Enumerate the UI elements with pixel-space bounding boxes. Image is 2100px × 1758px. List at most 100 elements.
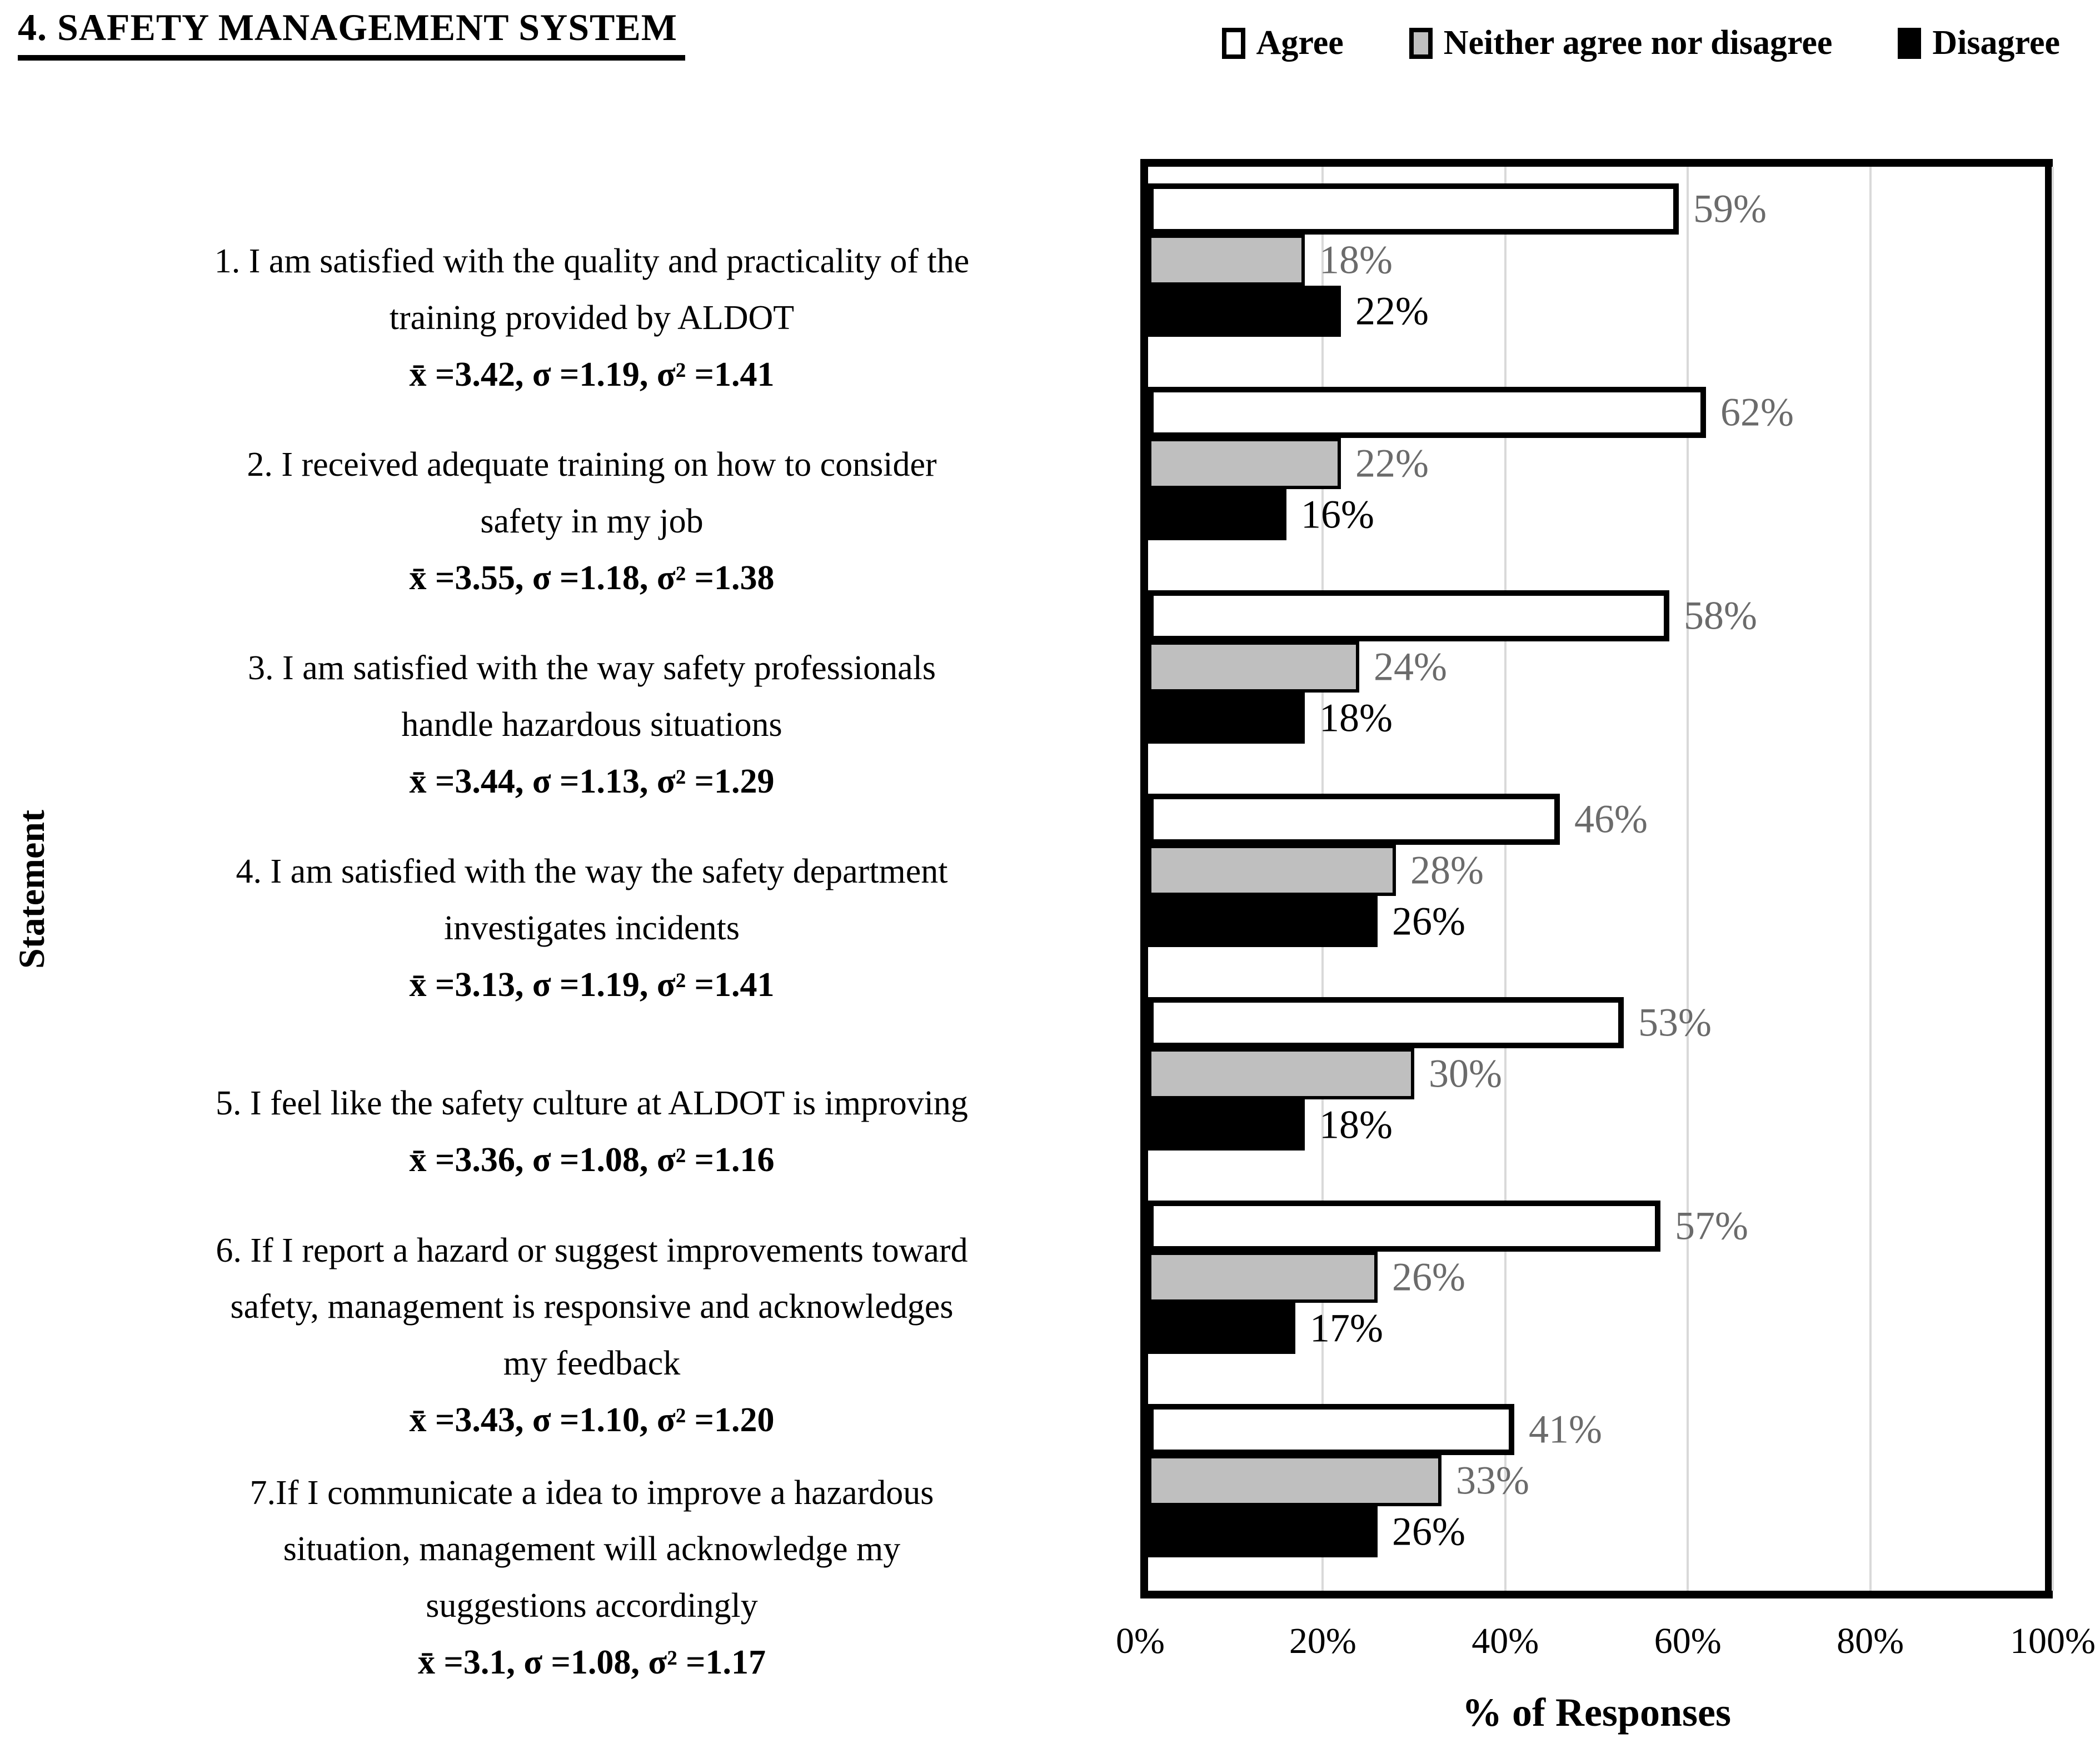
bar-disagree-2 [1148,489,1286,540]
bar-value-agree-6: 57% [1675,1203,1748,1248]
gridline-40 [1504,167,1507,1591]
bar-value-agree-3: 58% [1684,593,1757,638]
bar-group-7: 41% 33% 26% [1148,1387,2045,1591]
bar-group-2: 62% 22% 16% [1148,370,2045,574]
statement-label-2: 2. I received adequate training on how t… [50,370,1134,624]
bar-neither-4 [1148,845,1396,896]
bar-value-agree-5: 53% [1638,1000,1712,1045]
statement-label-7: 7.If I communicate a idea to improve a h… [50,1426,1134,1681]
statement-label-4: 4. I am satisfied with the way the safet… [50,777,1134,1030]
statement-line: 2. I received adequate training on how t… [247,446,937,484]
bar-row-neither-3: 24% [1148,641,2045,693]
statement-line: safety in my job [480,502,704,541]
bar-group-5: 53% 30% 18% [1148,980,2045,1184]
statement-line: safety, management is responsive and ack… [230,1288,954,1326]
bar-value-neither-2: 22% [1355,441,1429,486]
bar-group-4: 46% 28% 26% [1148,777,2045,980]
statement-line: situation, management will acknowledge m… [283,1530,901,1568]
statement-stats: x̄ =3.1, σ =1.08, σ² =1.17 [417,1643,766,1681]
bar-agree-5 [1148,997,1624,1048]
bar-group-6: 57% 26% 17% [1148,1184,2045,1387]
bar-neither-7 [1148,1455,1441,1506]
bar-neither-2 [1148,438,1341,489]
bar-row-neither-7: 33% [1148,1455,2045,1506]
bar-agree-3 [1148,590,1669,641]
statement-line: training provided by ALDOT [389,299,795,337]
bar-value-agree-7: 41% [1529,1407,1602,1452]
bar-value-disagree-3: 18% [1319,695,1393,740]
statement-stats: x̄ =3.44, σ =1.13, σ² =1.29 [409,762,775,800]
statement-line: suggestions accordingly [426,1587,758,1625]
bar-row-agree-6: 57% [1148,1201,2045,1252]
bar-disagree-6 [1148,1303,1295,1354]
bar-row-agree-5: 53% [1148,997,2045,1048]
bar-value-agree-1: 59% [1693,186,1767,231]
bar-disagree-4 [1148,896,1378,947]
plot-area: 59% 18% 22% 62% 22% 16% 58% 24% 18% 46% 28% 26% 53% 3… [1140,159,2054,1598]
x-tick-100: 100% [2010,1621,2096,1661]
statement-line: 3. I am satisfied with the way safety pr… [248,649,936,688]
bar-value-disagree-2: 16% [1301,492,1374,537]
bar-value-disagree-6: 17% [1310,1306,1383,1351]
bar-row-disagree-4: 26% [1148,896,2045,947]
bar-agree-6 [1148,1201,1660,1252]
chart-title: 4. SAFETY MANAGEMENT SYSTEM [18,6,685,61]
bar-row-disagree-5: 18% [1148,1099,2045,1151]
y-axis-title: Statement [12,810,52,969]
statement-line: my feedback [503,1344,681,1382]
gridline-80 [1869,167,1872,1591]
bar-value-neither-6: 26% [1392,1254,1465,1299]
agree-swatch-icon [1221,27,1245,59]
bar-row-agree-3: 58% [1148,590,2045,641]
statement-line: 7.If I communicate a idea to improve a h… [250,1473,934,1512]
statement-stats: x̄ =3.43, σ =1.10, σ² =1.20 [409,1401,775,1439]
legend-item-neither: Neither agree nor disagree [1409,23,1833,63]
bar-value-disagree-5: 18% [1319,1102,1393,1147]
legend: Agree Neither agree nor disagree Disagre… [1221,23,2060,63]
statement-line: 5. I feel like the safety culture at ALD… [216,1084,968,1123]
gridline-100 [2052,167,2054,1591]
x-tick-60: 60% [1654,1621,1722,1661]
bar-value-agree-2: 62% [1720,390,1794,435]
statement-stats: x̄ =3.42, σ =1.19, σ² =1.41 [409,355,775,394]
legend-label-agree: Agree [1256,24,1344,62]
bar-agree-4 [1148,794,1560,845]
bar-neither-3 [1148,641,1359,693]
statement-label-5: 5. I feel like the safety culture at ALD… [50,980,1134,1234]
legend-item-agree: Agree [1221,23,1344,63]
bar-value-neither-5: 30% [1429,1051,1502,1096]
bar-row-neither-2: 22% [1148,438,2045,489]
bar-row-disagree-2: 16% [1148,489,2045,540]
bar-value-disagree-4: 26% [1392,899,1465,944]
bar-disagree-7 [1148,1506,1378,1557]
bar-group-1: 59% 18% 22% [1148,167,2045,370]
bar-row-disagree-7: 26% [1148,1506,2045,1557]
bar-neither-5 [1148,1048,1414,1099]
bar-row-neither-5: 30% [1148,1048,2045,1099]
bar-agree-1 [1148,183,1679,235]
disagree-swatch-icon [1898,27,1922,59]
bar-disagree-3 [1148,693,1305,744]
x-axis-ticks: 0% 20% 40% 60% 80% 100% [1116,1620,2096,1670]
bar-row-neither-6: 26% [1148,1252,2045,1303]
statement-label-1: 1. I am satisfied with the quality and p… [50,167,1134,420]
bar-row-agree-7: 41% [1148,1404,2045,1455]
x-axis-title: % of Responses [1461,1690,1732,1735]
bar-value-neither-7: 33% [1456,1458,1529,1503]
bar-row-disagree-3: 18% [1148,693,2045,744]
statement-line: 4. I am satisfied with the way the safet… [236,853,948,891]
bar-row-neither-1: 18% [1148,235,2045,286]
bar-row-neither-4: 28% [1148,845,2045,896]
statement-line: investigates incidents [443,909,740,948]
x-tick-80: 80% [1837,1621,1904,1661]
neither-swatch-icon [1409,27,1433,59]
legend-item-disagree: Disagree [1898,23,2060,63]
statement-stats: x̄ =3.36, σ =1.08, σ² =1.16 [409,1141,775,1179]
bar-value-agree-4: 46% [1574,796,1648,841]
gridline-60 [1687,167,1689,1591]
bar-value-disagree-1: 22% [1355,288,1429,333]
bar-row-agree-4: 46% [1148,794,2045,845]
legend-label-neither: Neither agree nor disagree [1443,24,1833,62]
statement-label-6: 6. If I report a hazard or suggest impro… [50,1184,1134,1439]
